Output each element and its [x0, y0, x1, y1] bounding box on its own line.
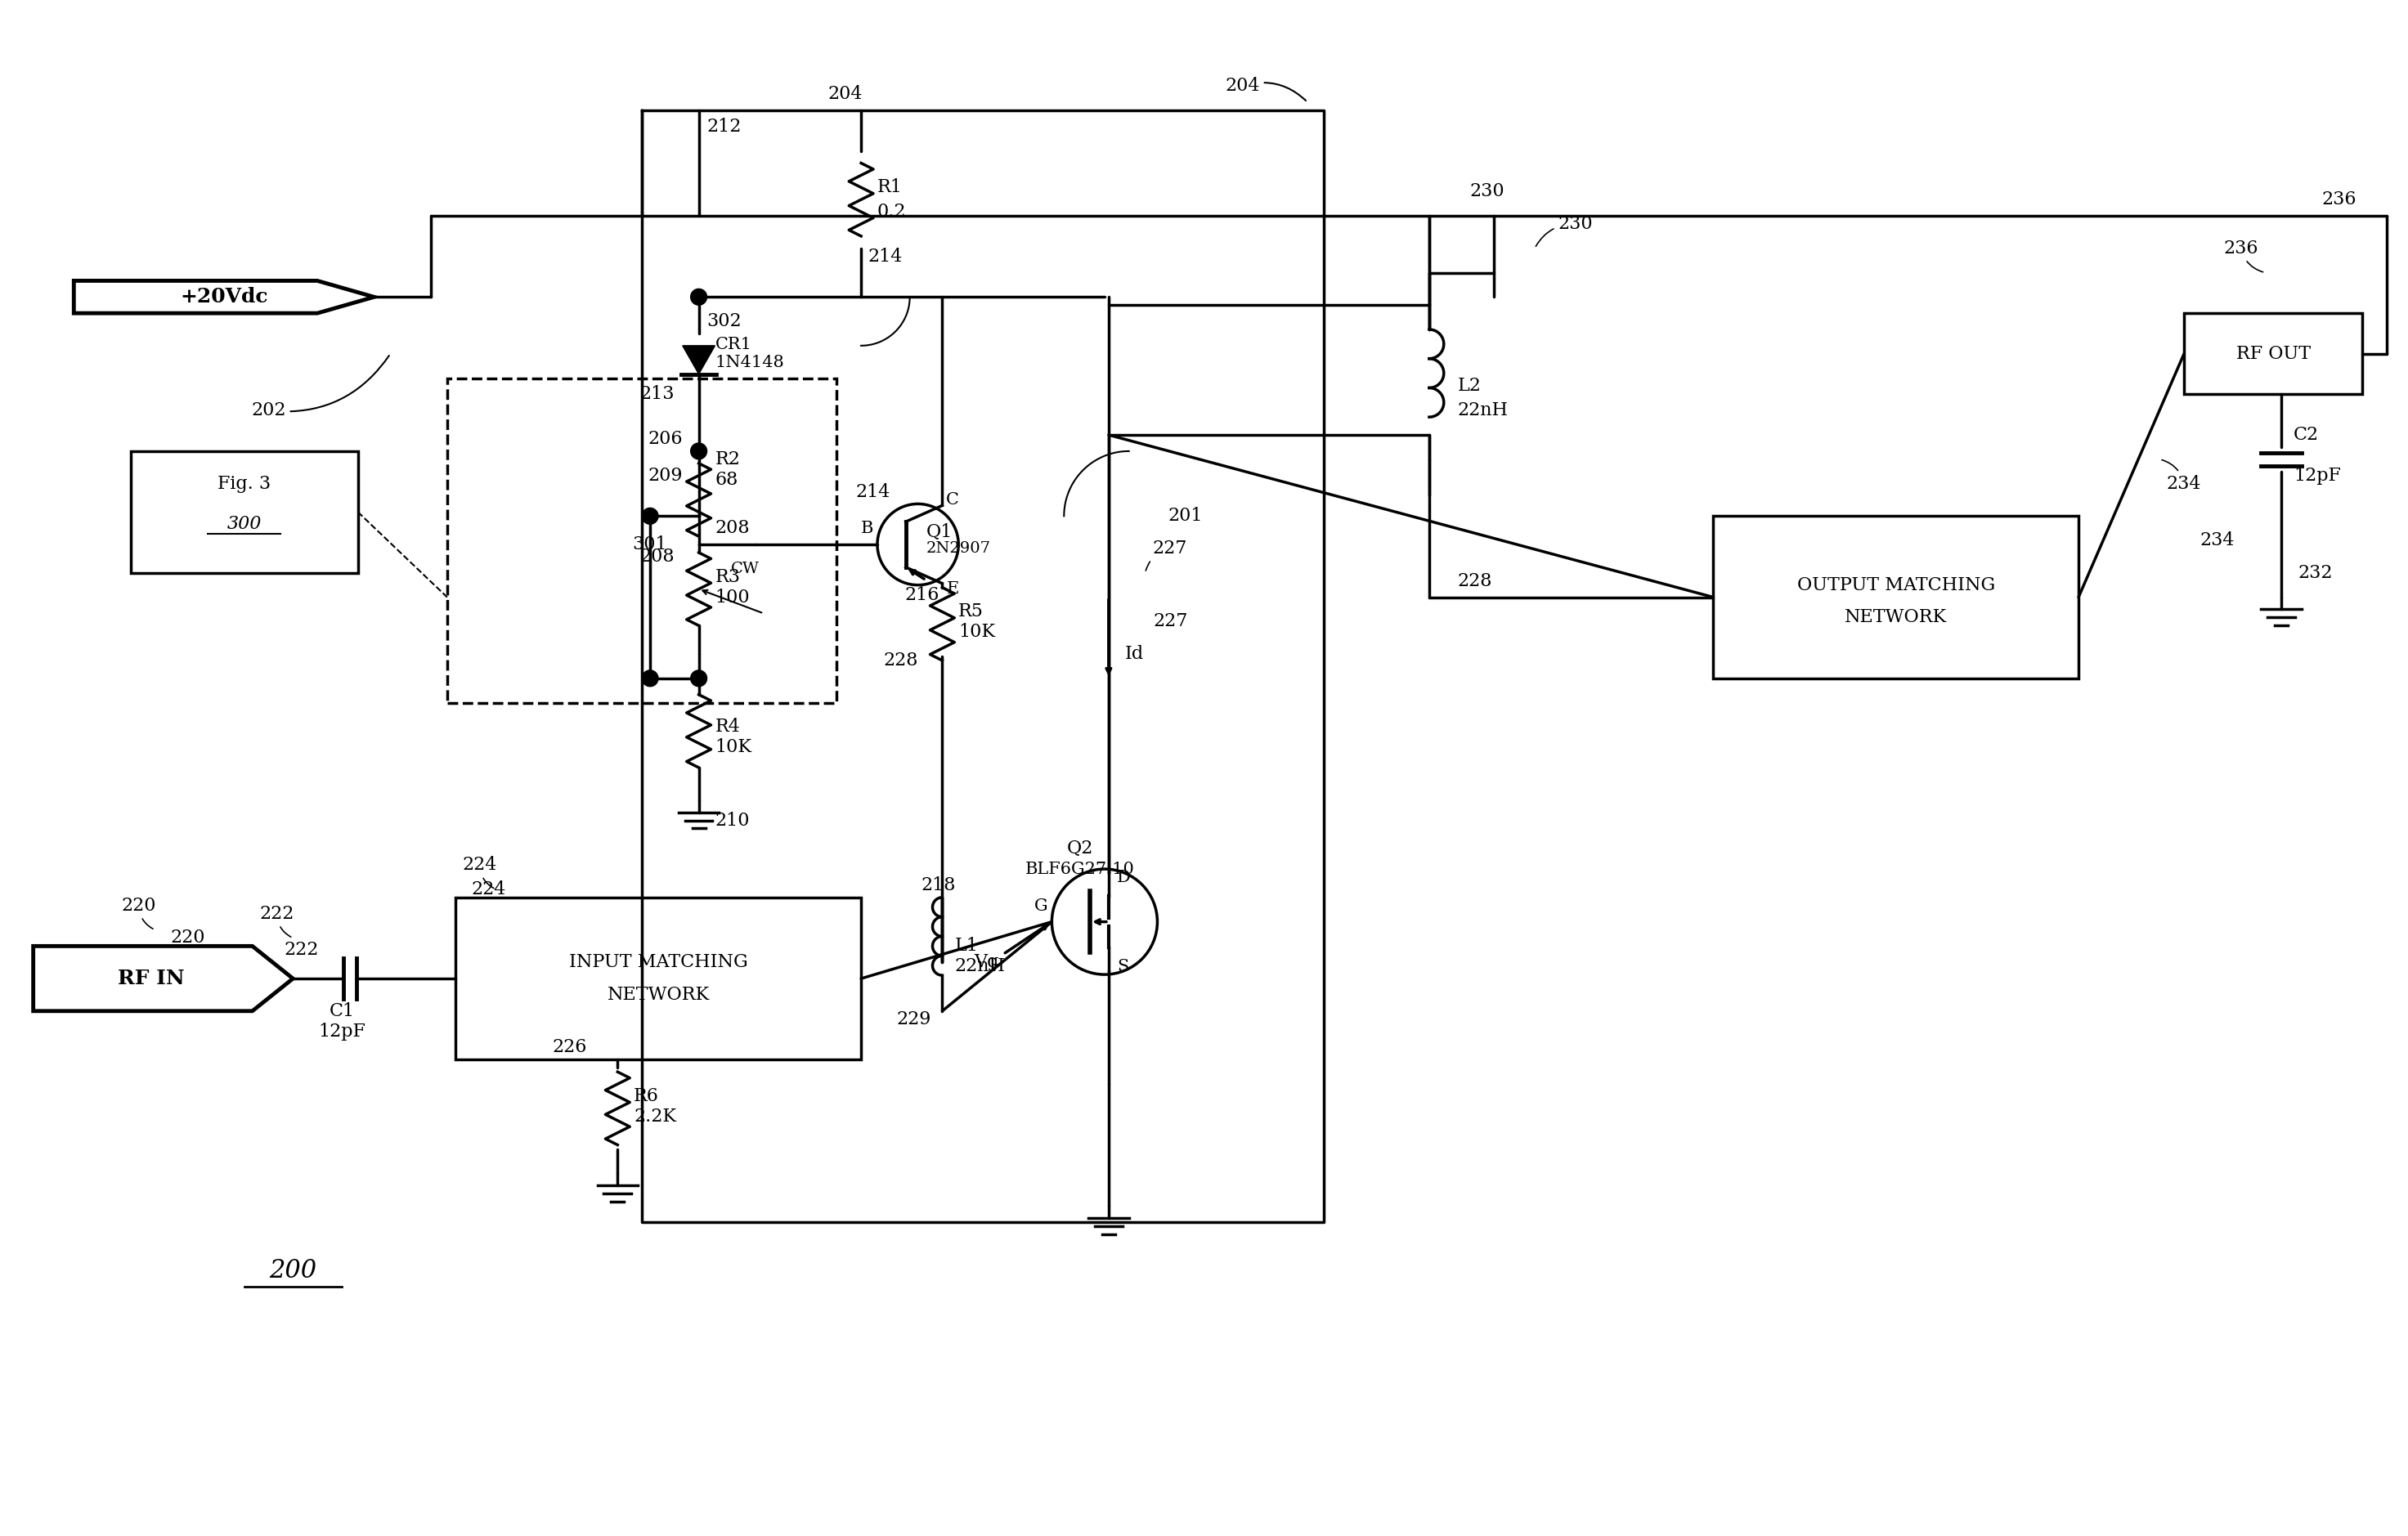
Text: 100: 100 [715, 588, 749, 607]
Text: 218: 218 [920, 876, 956, 894]
Text: 234: 234 [2201, 531, 2235, 550]
Text: 202: 202 [250, 356, 390, 419]
Text: 226: 226 [554, 1038, 588, 1057]
Text: 234: 234 [2162, 459, 2201, 493]
Text: 227: 227 [1146, 539, 1187, 571]
Text: 301: 301 [633, 536, 667, 553]
Circle shape [643, 670, 657, 687]
Text: 236: 236 [2223, 240, 2264, 272]
Text: Fig. 3: Fig. 3 [217, 475, 270, 493]
Text: 210: 210 [715, 811, 749, 829]
Text: C1: C1 [330, 1001, 354, 1020]
Text: B: B [860, 521, 874, 536]
Text: 214: 214 [855, 482, 891, 501]
Text: CR1
1N4148: CR1 1N4148 [715, 336, 785, 370]
Text: 228: 228 [884, 651, 917, 670]
Text: 209: 209 [648, 467, 681, 484]
Text: 22nH: 22nH [1457, 401, 1507, 419]
Text: 229: 229 [896, 1011, 932, 1028]
Text: 208: 208 [641, 548, 674, 565]
Text: RF IN: RF IN [118, 969, 185, 988]
Circle shape [643, 508, 657, 524]
Text: 12pF: 12pF [318, 1023, 366, 1040]
Text: 2.2K: 2.2K [633, 1107, 677, 1126]
Text: +20Vdc: +20Vdc [181, 287, 267, 307]
Text: Q1: Q1 [927, 524, 954, 541]
Text: CW: CW [732, 562, 761, 576]
Text: BLF6G27-10: BLF6G27-10 [1026, 862, 1134, 877]
Text: 201: 201 [1168, 507, 1204, 525]
Text: E: E [946, 581, 958, 598]
Text: L1: L1 [954, 937, 978, 955]
Text: G: G [1033, 899, 1047, 914]
Text: 302: 302 [708, 312, 742, 330]
Text: R4: R4 [715, 717, 739, 736]
Text: 220: 220 [120, 897, 157, 929]
Text: 216: 216 [905, 585, 939, 604]
Text: 212: 212 [708, 118, 742, 135]
Circle shape [691, 670, 708, 687]
Text: 2N2907: 2N2907 [927, 541, 990, 556]
Text: R2: R2 [715, 450, 739, 468]
Circle shape [691, 289, 708, 306]
Text: 214: 214 [869, 247, 903, 266]
Text: 227: 227 [1153, 613, 1187, 631]
Text: 222: 222 [260, 905, 294, 937]
Text: 10K: 10K [958, 624, 995, 641]
Text: 10K: 10K [715, 739, 751, 756]
Text: Id: Id [1125, 645, 1144, 664]
Text: 228: 228 [1457, 571, 1493, 590]
Text: Q2: Q2 [1067, 840, 1093, 857]
Text: D: D [1117, 869, 1129, 885]
Text: C2: C2 [2292, 425, 2319, 444]
Text: 220: 220 [171, 929, 205, 948]
Text: 224: 224 [462, 856, 496, 888]
Text: NETWORK: NETWORK [1845, 608, 1948, 627]
Circle shape [691, 442, 708, 459]
Text: R5: R5 [958, 602, 985, 621]
Text: 204: 204 [1226, 77, 1305, 101]
Text: R6: R6 [633, 1087, 660, 1106]
Text: 68: 68 [715, 470, 739, 488]
Text: 222: 222 [284, 942, 318, 958]
Text: 230: 230 [1469, 183, 1505, 201]
Text: 0.2: 0.2 [877, 203, 905, 221]
Text: INPUT MATCHING: INPUT MATCHING [568, 954, 746, 971]
Text: R1: R1 [877, 178, 903, 197]
Polygon shape [681, 346, 715, 375]
Text: S: S [1117, 958, 1129, 974]
Text: OUTPUT MATCHING: OUTPUT MATCHING [1796, 576, 1994, 594]
Text: 236: 236 [2321, 190, 2357, 209]
Text: 206: 206 [648, 430, 681, 449]
Text: 300: 300 [226, 515, 262, 533]
Text: RF OUT: RF OUT [2237, 344, 2312, 362]
Text: 200: 200 [270, 1258, 318, 1284]
Text: 224: 224 [472, 880, 506, 899]
Text: NETWORK: NETWORK [607, 986, 710, 1005]
Text: 232: 232 [2297, 564, 2333, 582]
Text: 208: 208 [715, 519, 749, 538]
Text: 213: 213 [641, 386, 674, 404]
Text: L2: L2 [1457, 378, 1481, 395]
Text: R3: R3 [715, 568, 739, 585]
Text: Vg: Vg [975, 954, 999, 971]
Text: 12pF: 12pF [2292, 467, 2341, 484]
Text: 230: 230 [1536, 215, 1592, 246]
Text: C: C [946, 492, 958, 507]
Text: 22nH: 22nH [954, 957, 1004, 975]
Text: 204: 204 [828, 84, 862, 103]
